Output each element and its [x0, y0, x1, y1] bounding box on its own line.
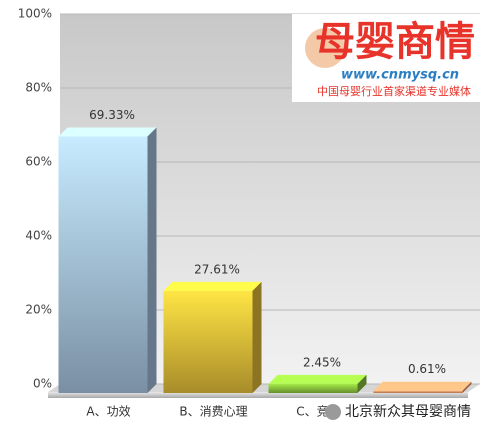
- logo-url: www.cnmysq.cn: [341, 68, 459, 83]
- bar-top: [268, 374, 367, 384]
- watermark-icon: [325, 404, 341, 420]
- logo-name: 母婴商情: [315, 19, 475, 65]
- y-tick-label: 60%: [25, 155, 52, 169]
- bar-top: [163, 281, 262, 291]
- y-tick-label: 0%: [33, 377, 52, 391]
- logo-icon: [305, 28, 345, 68]
- logo: 母婴商情 www.cnmysq.cn 中国母婴行业首家渠道专业媒体: [292, 14, 496, 102]
- bar-top: [373, 381, 472, 391]
- watermark: 北京新众其母婴商情: [345, 404, 471, 420]
- bar: [373, 390, 463, 393]
- value-label: 2.45%: [303, 355, 341, 369]
- bar-side: [462, 381, 472, 393]
- bar: [268, 383, 358, 393]
- x-tick-label: A、功效: [86, 404, 130, 419]
- y-tick-label: 40%: [25, 229, 52, 243]
- y-tick-label: 20%: [25, 303, 52, 317]
- x-tick-label: B、消费心理: [179, 405, 247, 419]
- bar: [163, 290, 253, 393]
- bar-side: [252, 281, 262, 393]
- value-label: 0.61%: [408, 362, 446, 376]
- value-label: 27.61%: [194, 262, 240, 276]
- floor-top: [48, 384, 480, 392]
- bar-side: [357, 374, 367, 393]
- bar-top: [58, 127, 157, 137]
- y-tick-label: 100%: [18, 7, 52, 21]
- y-tick-label: 80%: [25, 81, 52, 95]
- bar: [58, 136, 148, 393]
- bar-side: [147, 127, 157, 393]
- logo-slogan: 中国母婴行业首家渠道专业媒体: [317, 84, 471, 98]
- value-label: 69.33%: [89, 108, 135, 122]
- floor-front: [48, 392, 468, 398]
